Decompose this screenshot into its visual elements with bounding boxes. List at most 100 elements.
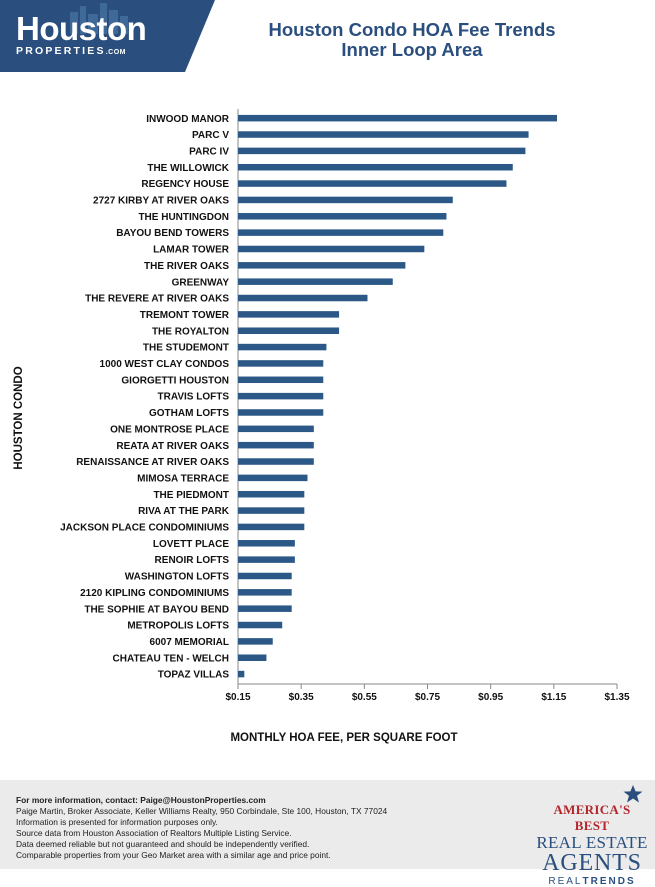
bar <box>238 654 267 661</box>
star-icon <box>623 785 643 803</box>
x-tick-label: $0.35 <box>289 692 314 703</box>
category-label: 1000 WEST CLAY CONDOS <box>100 359 230 370</box>
category-label: ONE MONTROSE PLACE <box>110 424 229 435</box>
badge-line4: REALTRENDS <box>548 876 636 887</box>
bar <box>238 213 447 220</box>
chart-title: Houston Condo HOA Fee Trends <box>268 19 556 40</box>
logo-banner <box>0 0 215 72</box>
footer: For more information, contact: Paige@Hou… <box>0 780 655 887</box>
bar <box>238 311 340 318</box>
x-ticks-group: $0.15 $0.35 $0.55 $0.75 $0.95 $1.15 $1.35 <box>225 684 630 703</box>
category-label: THE HUNTINGDON <box>138 212 229 223</box>
category-label: RIVA AT THE PARK <box>138 506 230 517</box>
bar <box>238 163 513 171</box>
bar <box>238 572 292 580</box>
bar <box>238 490 305 498</box>
category-label: WASHINGTON LOFTS <box>125 572 230 583</box>
category-label: REGENCY HOUSE <box>141 179 229 190</box>
footer-line-2: Source data from Houston Association of … <box>16 828 292 838</box>
badge-line3: AGENTS <box>542 850 642 876</box>
bar <box>238 425 314 433</box>
hoa-fee-bar-chart: HOUSTON CONDO INWOOD MANOR PARC V PARC IV T… <box>13 109 630 744</box>
bar <box>238 131 529 138</box>
badge-line2: REAL ESTATE <box>536 833 648 852</box>
bars-group <box>238 114 557 678</box>
footer-line-3: Data deemed reliable but not guaranteed … <box>16 839 310 849</box>
category-label: RENAISSANCE AT RIVER OAKS <box>76 457 229 468</box>
americas-best-badge: AMERICA'S BEST REAL ESTATE AGENTS REALTR… <box>535 782 649 887</box>
bar <box>238 523 305 531</box>
bar <box>238 114 557 122</box>
bar <box>238 327 340 334</box>
bar <box>238 376 324 384</box>
bar <box>238 474 308 482</box>
logo-sub: PROPERTIES.COM <box>16 45 126 57</box>
category-label: THE PIEDMONT <box>153 490 229 501</box>
category-label: BAYOU BEND TOWERS <box>116 228 229 239</box>
bar <box>238 229 444 236</box>
bar <box>238 262 406 269</box>
bar <box>238 638 273 645</box>
bar <box>238 180 507 187</box>
bar <box>238 589 292 596</box>
bar <box>238 294 368 302</box>
badge-line1: AMERICA'S BEST <box>553 802 631 833</box>
category-label: LAMAR TOWER <box>153 245 230 256</box>
x-tick-label: $0.75 <box>415 692 440 703</box>
category-labels-group: INWOOD MANOR PARC V PARC IV THE WILLOWICK RE… <box>60 114 230 681</box>
bar <box>238 147 526 155</box>
bar <box>238 507 305 514</box>
bar <box>238 278 393 285</box>
category-label: THE SOPHIE AT BAYOU BEND <box>84 604 229 615</box>
bar <box>238 605 292 612</box>
category-label: THE REVERE AT RIVER OAKS <box>85 294 229 305</box>
category-label: JACKSON PLACE CONDOMINIUMS <box>60 523 229 534</box>
skyline-icon <box>70 3 128 34</box>
category-label: 6007 MEMORIAL <box>150 637 229 648</box>
x-tick-label: $1.35 <box>604 692 629 703</box>
footer-line-1: Information is presented for information… <box>16 817 218 827</box>
logo-main: Houston <box>16 10 147 47</box>
category-label: PARC V <box>192 130 229 141</box>
category-label: 2120 KIPLING CONDOMINIUMS <box>80 588 229 599</box>
category-label: REATA AT RIVER OAKS <box>116 441 229 452</box>
x-tick-label: $0.15 <box>225 692 250 703</box>
category-label: GREENWAY <box>172 277 230 288</box>
bar <box>238 556 295 563</box>
x-tick-label: $1.15 <box>541 692 566 703</box>
chart-title-block: Houston Condo HOA Fee Trends Inner Loop … <box>228 20 596 60</box>
bar <box>238 621 283 629</box>
x-tick-label: $0.95 <box>478 692 503 703</box>
bar <box>238 441 314 449</box>
footer-line-4: Comparable properties from your Geo Mark… <box>16 850 331 860</box>
logo[interactable]: Houston PROPERTIES.COM <box>16 10 147 59</box>
category-label: THE ROYALTON <box>152 326 229 337</box>
x-axis-title: MONTHLY HOA FEE, PER SQUARE FOOT <box>230 732 457 744</box>
category-label: THE STUDEMONT <box>143 343 229 354</box>
category-label: LOVETT PLACE <box>153 539 229 550</box>
bar <box>238 540 295 547</box>
category-label: PARC IV <box>189 146 229 157</box>
bar <box>238 245 425 253</box>
category-label: THE WILLOWICK <box>147 163 229 174</box>
logo-com: .COM <box>105 49 126 56</box>
category-label: 2727 KIRBY AT RIVER OAKS <box>93 196 229 207</box>
bar <box>238 409 324 416</box>
footer-text: For more information, contact: Paige@Hou… <box>16 795 387 861</box>
bar <box>238 458 314 465</box>
y-axis-title: HOUSTON CONDO <box>13 366 25 469</box>
chart-subtitle: Inner Loop Area <box>341 39 483 60</box>
category-label: METROPOLIS LOFTS <box>127 621 229 632</box>
bar <box>238 392 324 400</box>
category-label: INWOOD MANOR <box>146 114 230 125</box>
category-label: RENOIR LOFTS <box>155 555 230 566</box>
bar <box>238 343 327 351</box>
category-label: TREMONT TOWER <box>140 310 230 321</box>
category-label: MIMOSA TERRACE <box>137 473 229 484</box>
category-label: CHATEAU TEN - WELCH <box>113 653 229 664</box>
category-label: TOPAZ VILLAS <box>158 670 230 681</box>
x-tick-label: $0.55 <box>352 692 377 703</box>
category-label: TRAVIS LOFTS <box>158 392 230 403</box>
category-label: GIORGETTI HOUSTON <box>121 375 229 386</box>
footer-contact[interactable]: For more information, contact: Paige@Hou… <box>16 795 266 805</box>
